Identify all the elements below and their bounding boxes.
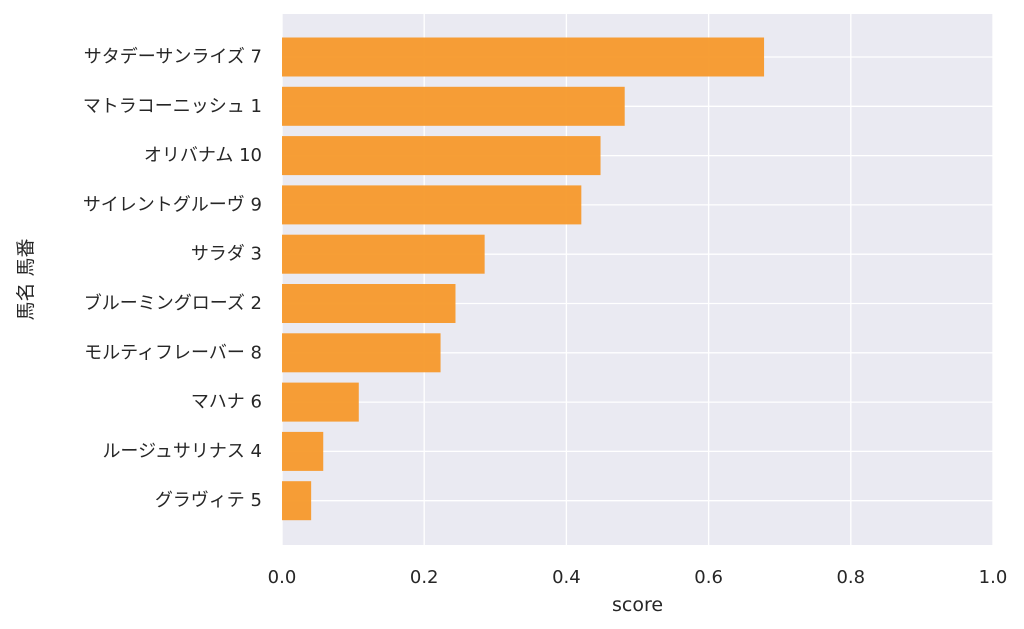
bar — [282, 234, 485, 274]
y-tick-label: グラヴィテ 5 — [155, 490, 262, 511]
bars — [282, 37, 765, 521]
x-tick-labels: 0.0 0.2 0.4 0.6 0.8 1.0 — [268, 567, 1008, 588]
bar — [282, 136, 601, 176]
y-tick-label: モルティフレーバー 8 — [84, 342, 262, 363]
bar — [282, 86, 625, 126]
y-tick-label: ブルーミングローズ 2 — [84, 292, 262, 314]
x-tick-label: 0.8 — [836, 567, 865, 588]
bar — [282, 481, 312, 521]
x-tick-label: 0.6 — [694, 567, 723, 588]
bar — [282, 431, 324, 471]
y-tick-label: マハナ 6 — [191, 392, 262, 413]
x-tick-label: 1.0 — [979, 567, 1008, 588]
y-tick-label: マトラコーニッシュ 1 — [83, 96, 262, 117]
x-tick-label: 0.0 — [268, 567, 297, 588]
y-tick-labels: サタデーサンライズ 7 マトラコーニッシュ 1 オリバナム 10 サイレントグルーヴ … — [83, 47, 262, 512]
bar — [282, 37, 765, 77]
y-tick-label: オリバナム 10 — [144, 145, 262, 166]
y-axis-label: 馬名 馬番 — [15, 238, 37, 320]
x-tick-label: 0.2 — [410, 567, 439, 588]
y-tick-label: サタデーサンライズ 7 — [84, 47, 262, 68]
x-axis-label: score — [612, 594, 663, 616]
x-tick-label: 0.4 — [552, 567, 581, 588]
bar — [282, 382, 359, 422]
y-tick-label: サイレントグルーヴ 9 — [83, 194, 262, 215]
bar — [282, 185, 582, 225]
y-tick-label: ルージュサリナス 4 — [102, 441, 262, 462]
bar — [282, 333, 441, 373]
bar — [282, 284, 456, 323]
y-tick-label: サラダ 3 — [191, 244, 262, 265]
